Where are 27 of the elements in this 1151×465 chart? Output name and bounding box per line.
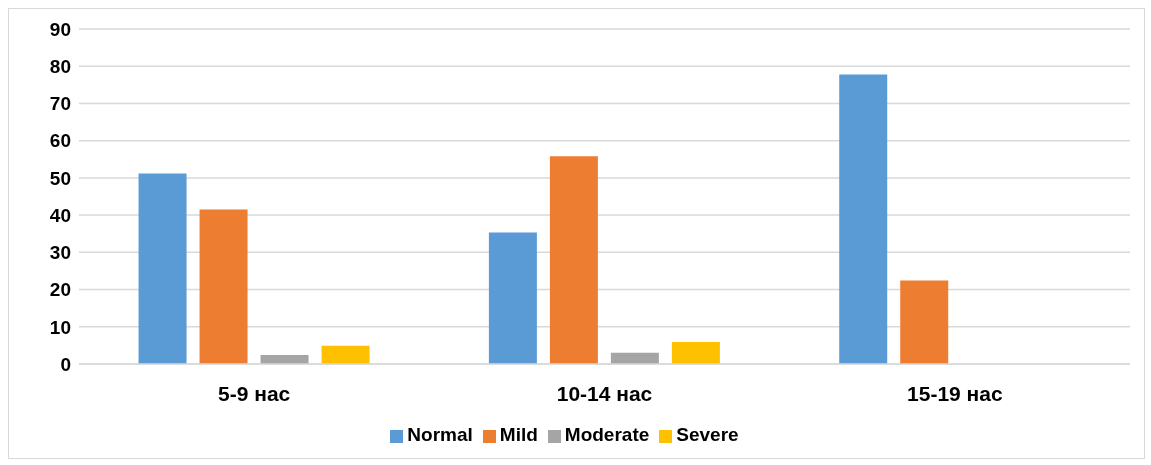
bar xyxy=(549,156,598,364)
bar xyxy=(610,352,659,364)
bar xyxy=(839,74,888,364)
legend-label: Mild xyxy=(499,424,538,445)
bar xyxy=(138,173,187,364)
y-tick-label: 80 xyxy=(49,55,71,77)
legend-label: Moderate xyxy=(564,424,650,445)
y-tick-label: 30 xyxy=(49,242,71,264)
bar xyxy=(260,355,309,364)
bar xyxy=(488,232,537,364)
y-tick-label: 10 xyxy=(49,316,71,338)
bar xyxy=(321,345,370,364)
y-tick-label: 90 xyxy=(49,18,71,40)
y-tick-label: 0 xyxy=(60,353,71,375)
x-tick-label: 15-19 нас xyxy=(907,381,1003,405)
y-tick-label: 40 xyxy=(49,204,71,226)
y-tick-label: 50 xyxy=(49,167,71,189)
y-tick-label: 70 xyxy=(49,93,71,115)
x-tick-label: 10-14 нас xyxy=(556,381,653,405)
legend-label: Normal xyxy=(407,424,473,445)
y-tick-label: 20 xyxy=(49,279,71,301)
bar xyxy=(199,209,248,364)
x-tick-label: 5-9 нас xyxy=(218,381,291,405)
y-tick-label: 60 xyxy=(49,130,71,152)
legend-label: Severe xyxy=(676,424,739,445)
bar xyxy=(900,280,949,364)
bar xyxy=(671,342,720,364)
